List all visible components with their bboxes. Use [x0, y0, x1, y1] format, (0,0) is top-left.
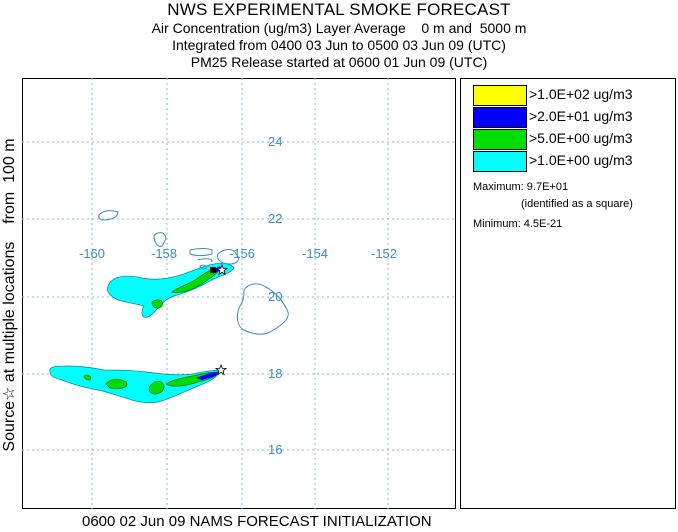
maximum-square — [210, 267, 216, 273]
island-lanai — [199, 264, 207, 270]
lat-label: 16 — [268, 442, 282, 457]
lon-label: -152 — [371, 246, 397, 261]
plume-south-green-2 — [83, 374, 91, 381]
lon-label: -154 — [302, 246, 328, 261]
source-star-north — [215, 263, 229, 276]
island-kauai — [153, 232, 167, 247]
island-niihau — [98, 210, 119, 221]
island-maui — [197, 249, 239, 265]
maximum-value: Maximum: 9.7E+01 — [473, 181, 569, 193]
lon-label: -158 — [151, 246, 177, 261]
smoke-plume-north — [107, 262, 235, 318]
map-frame — [22, 78, 456, 509]
maximum-note: (identified as a square) — [521, 198, 633, 210]
legend-label: >2.0E+01 ug/m3 — [529, 108, 633, 124]
source-star-south — [214, 363, 228, 376]
lon-labels: -160 -158 -156 -154 -152 — [79, 246, 397, 261]
lat-label: 18 — [268, 366, 282, 381]
legend-item: >2.0E+01 ug/m3 — [473, 107, 673, 128]
legend-label: >1.0E+02 ug/m3 — [529, 86, 633, 102]
lat-label: 22 — [268, 211, 282, 226]
legend-item: >1.0E+02 ug/m3 — [473, 85, 673, 106]
smoke-plume-south — [49, 365, 221, 404]
island-hawaii — [236, 283, 289, 335]
legend-swatch-cyan — [473, 151, 527, 172]
map-title: NWS EXPERIMENTAL SMOKE FORECAST — [167, 0, 511, 19]
lat-label: 24 — [268, 134, 282, 149]
legend-label: >5.0E+00 ug/m3 — [529, 130, 633, 146]
lon-label: -156 — [229, 246, 255, 261]
source-side-label: Source☆ at multiple locations from 100 m — [1, 138, 18, 452]
lon-label: -160 — [79, 246, 105, 261]
legend-swatch-blue — [473, 107, 527, 128]
smoke-map: 24 22 20 18 16 -160 -158 -156 -154 -152 — [22, 78, 456, 509]
legend-item: >5.0E+00 ug/m3 — [473, 129, 673, 150]
legend-swatch-yellow — [473, 85, 527, 106]
grid-lines — [22, 78, 456, 509]
plume-north-green-2 — [151, 299, 163, 309]
legend-label: >1.0E+00 ug/m3 — [529, 152, 633, 168]
lat-label: 20 — [268, 289, 282, 304]
legend-item: >1.0E+00 ug/m3 — [473, 151, 673, 172]
plume-south-blue — [196, 372, 218, 380]
legend-swatch-green — [473, 129, 527, 150]
plume-south-cyan — [49, 365, 221, 404]
lat-labels: 24 22 20 18 16 — [268, 134, 282, 457]
forecast-initialization: 0600 02 Jun 09 NAMS FORECAST INITIALIZAT… — [82, 513, 432, 530]
legend: >1.0E+02 ug/m3 >2.0E+01 ug/m3 >5.0E+00 u… — [460, 78, 676, 509]
release-info: PM25 Release started at 0600 01 Jun 09 (… — [190, 54, 488, 70]
island-oahu-molokai — [189, 248, 213, 256]
minimum-value: Minimum: 4.5E-21 — [473, 218, 563, 230]
concentration-subtitle: Air Concentration (ug/m3) Layer Average … — [151, 20, 527, 36]
integration-period: Integrated from 0400 03 Jun to 0500 03 J… — [172, 37, 506, 53]
coastlines — [98, 210, 289, 335]
